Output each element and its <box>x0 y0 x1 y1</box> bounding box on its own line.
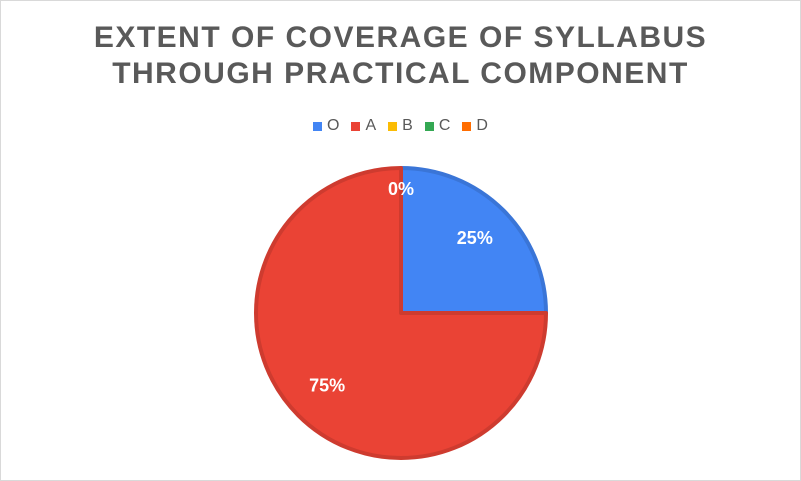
pie-slice-a <box>254 166 548 460</box>
legend-item-a: A <box>351 117 376 135</box>
legend-item-c: C <box>424 117 451 135</box>
chart-title: EXTENT OF COVERAGE OF SYLLABUS THROUGH P… <box>0 20 801 92</box>
legend-item-b: B <box>388 117 413 135</box>
legend-label-c: C <box>438 117 451 134</box>
chart-title-line-2: THROUGH PRACTICAL COMPONENT <box>112 57 689 90</box>
legend-swatch-a <box>351 121 361 131</box>
chart-legend: O A B C D <box>0 117 801 135</box>
pie-slice-o <box>399 166 548 315</box>
legend-swatch-c <box>424 121 434 131</box>
legend-label-b: B <box>402 117 413 134</box>
legend-swatch-o <box>313 121 323 131</box>
data-label-a: 75% <box>309 376 345 396</box>
data-label-o: 25% <box>457 228 493 248</box>
legend-label-d: D <box>476 117 488 134</box>
legend-swatch-d <box>462 121 472 131</box>
legend-label-a: A <box>365 117 377 134</box>
data-label-b: 0% <box>388 179 414 199</box>
chart-title-line-1: EXTENT OF COVERAGE OF SYLLABUS <box>93 21 708 54</box>
legend-item-o: O <box>313 117 339 135</box>
legend-swatch-b <box>388 121 398 131</box>
legend-label-o: O <box>327 117 340 134</box>
legend-item-d: D <box>462 117 488 135</box>
